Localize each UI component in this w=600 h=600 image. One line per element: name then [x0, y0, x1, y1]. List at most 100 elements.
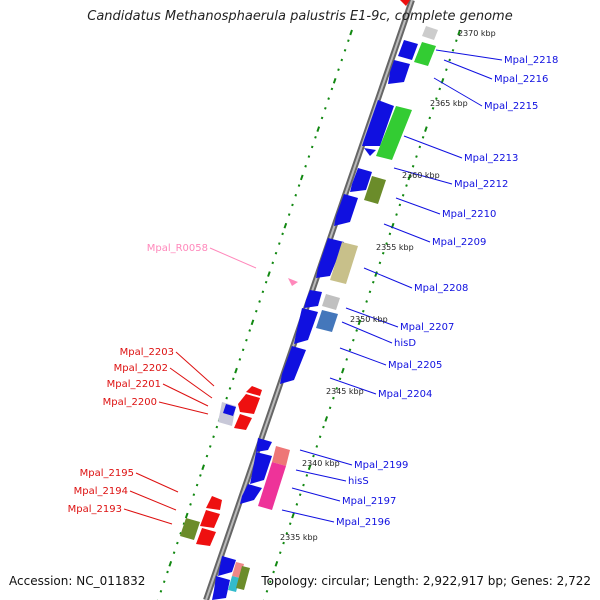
- gene-label-left[interactable]: Mpal_2195: [80, 468, 134, 479]
- gc-tick: [431, 106, 435, 110]
- gene-mpal-2209[interactable]: [316, 238, 344, 278]
- kbp-label: 2360 kbp: [402, 171, 440, 180]
- gene-mpal-2213b[interactable]: [364, 148, 376, 156]
- gc-tick: [310, 145, 314, 149]
- gc-tick: [278, 242, 281, 245]
- gc-tick: [297, 184, 301, 187]
- gc-tick: [320, 116, 324, 120]
- gene-mpal-2203[interactable]: [246, 386, 262, 396]
- gene-bottom-1[interactable]: [218, 556, 236, 576]
- gene-mpal-r0058[interactable]: [288, 278, 298, 286]
- gene-label-right[interactable]: Mpal_2212: [454, 179, 508, 190]
- gene-label-left[interactable]: Mpal_2203: [120, 347, 174, 358]
- gene-mpal-2207[interactable]: [304, 290, 322, 308]
- gc-tick: [328, 406, 332, 410]
- gc-tick: [159, 590, 163, 593]
- kbp-label: 2365 kbp: [430, 99, 468, 108]
- gene-mpal-2200-blue[interactable]: [223, 404, 236, 416]
- gene-top-red[interactable]: [400, 0, 410, 6]
- gc-tick: [287, 213, 291, 216]
- gc-tick: [407, 174, 412, 181]
- gc-tick: [291, 512, 295, 519]
- gc-tick: [274, 251, 278, 255]
- gene-label-right[interactable]: Mpal_2209: [432, 237, 486, 248]
- gc-tick: [398, 203, 402, 207]
- gene-mpal-2210[interactable]: [334, 194, 358, 226]
- gene-label-right[interactable]: hisD: [394, 338, 416, 349]
- gene-label-right[interactable]: Mpal_2207: [400, 322, 454, 333]
- gene-label-left[interactable]: Mpal_2193: [68, 504, 122, 515]
- gene-mpal-2194[interactable]: [200, 510, 220, 528]
- gene-label-left[interactable]: Mpal_2194: [74, 486, 128, 497]
- gene-label-right[interactable]: Mpal_2199: [354, 460, 408, 471]
- gc-tick: [261, 290, 265, 294]
- label-leader-lines: [123, 49, 503, 525]
- gc-tick: [269, 580, 272, 584]
- gene-label-right[interactable]: Mpal_2204: [378, 389, 432, 400]
- gene-bottom-2[interactable]: [212, 576, 230, 600]
- gene-mpal-2193[interactable]: [196, 528, 216, 546]
- gene-label-right[interactable]: Mpal_2205: [388, 360, 442, 371]
- gene-label-left[interactable]: Mpal_2200: [103, 397, 157, 408]
- gene-label-right[interactable]: Mpal_2216: [494, 74, 548, 85]
- gene-mpal-2193-cog[interactable]: [180, 518, 200, 540]
- gene-mpal-2195[interactable]: [206, 496, 222, 510]
- gene-label-left[interactable]: Mpal_2201: [107, 379, 161, 390]
- gene-mpal-2205[interactable]: [280, 346, 306, 384]
- gene-label-left[interactable]: Mpal_R0058: [147, 243, 208, 254]
- gc-tick: [435, 97, 438, 100]
- gene-label-right[interactable]: hisS: [348, 476, 369, 487]
- gc-tick: [337, 68, 340, 71]
- gene-mpal-2197[interactable]: [240, 484, 262, 504]
- gene-mpal-2201[interactable]: [234, 414, 252, 430]
- gene-label-left[interactable]: Mpal_2202: [114, 363, 168, 374]
- gc-tick: [176, 541, 179, 545]
- gene-label-right[interactable]: Mpal_2196: [336, 517, 390, 528]
- gc-tick: [199, 474, 202, 477]
- gene-mpal-2213[interactable]: [362, 100, 394, 146]
- cog-box-bottom-c: [236, 566, 250, 590]
- gc-tick: [340, 58, 344, 62]
- gc-tick: [348, 348, 352, 352]
- forward-strand-genes: [212, 40, 418, 600]
- gc-tick: [299, 174, 304, 181]
- gene-label-right[interactable]: Mpal_2215: [484, 101, 538, 112]
- gc-tick: [415, 155, 418, 158]
- gene-label-right[interactable]: Mpal_2213: [464, 153, 518, 164]
- gene-mpal-2218[interactable]: [398, 40, 418, 60]
- gene-label-right[interactable]: Mpal_2218: [504, 55, 558, 66]
- gene-mpal-2216[interactable]: [388, 60, 410, 84]
- gc-tick: [215, 425, 219, 429]
- gene-mpal-2199[interactable]: [256, 438, 272, 452]
- leader-line: [403, 135, 463, 159]
- gc-tick: [212, 435, 215, 439]
- gene-hisd[interactable]: [294, 308, 318, 344]
- cog-box-2207a: [322, 294, 340, 310]
- gc-tick: [343, 48, 347, 52]
- gc-tick: [355, 329, 358, 332]
- kbp-label: 2370 kbp: [458, 29, 496, 38]
- gc-tick: [302, 483, 305, 487]
- leader-line: [295, 469, 347, 482]
- gene-label-right[interactable]: Mpal_2210: [442, 209, 496, 220]
- gc-tick: [285, 532, 289, 535]
- leader-line: [169, 367, 213, 399]
- gc-content-track-left: [156, 29, 353, 600]
- kbp-label: 2335 kbp: [280, 533, 318, 542]
- gene-label-right[interactable]: Mpal_2197: [342, 496, 396, 507]
- gene-mpal-2211[interactable]: [350, 168, 372, 192]
- gc-tick: [189, 503, 192, 506]
- gc-tick: [324, 416, 329, 422]
- gc-tick: [281, 232, 284, 236]
- leader-line: [345, 307, 399, 328]
- gc-tick: [451, 48, 455, 52]
- gene-hiss[interactable]: [250, 452, 272, 484]
- gc-tick: [315, 445, 319, 448]
- gc-tick: [418, 145, 422, 149]
- gc-tick: [357, 319, 362, 326]
- gene-mpal-2202[interactable]: [238, 394, 260, 414]
- gc-tick: [231, 377, 235, 381]
- gc-tick: [283, 222, 288, 229]
- gene-label-right[interactable]: Mpal_2208: [414, 283, 468, 294]
